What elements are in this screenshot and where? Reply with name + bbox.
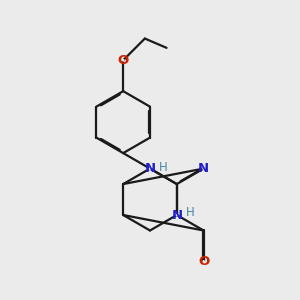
Text: O: O xyxy=(198,255,209,268)
Text: N: N xyxy=(198,162,209,175)
Text: H: H xyxy=(185,206,194,219)
Text: O: O xyxy=(118,54,129,67)
Circle shape xyxy=(176,214,178,216)
Circle shape xyxy=(203,261,204,262)
Text: H: H xyxy=(159,160,167,173)
Circle shape xyxy=(149,168,151,169)
Circle shape xyxy=(122,59,124,61)
Text: N: N xyxy=(144,162,156,175)
Circle shape xyxy=(203,168,204,169)
Text: N: N xyxy=(171,208,182,221)
